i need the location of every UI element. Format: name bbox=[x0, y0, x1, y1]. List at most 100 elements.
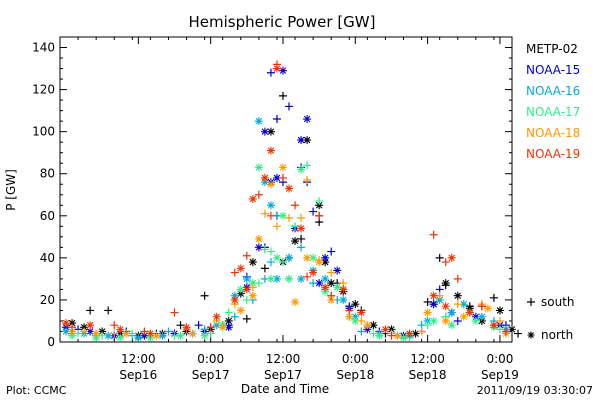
data-point-north bbox=[333, 266, 342, 275]
plot-frame bbox=[59, 36, 513, 343]
data-point-north bbox=[260, 127, 269, 136]
data-point-north bbox=[495, 306, 504, 315]
data-point-south bbox=[514, 329, 523, 338]
legend-entry: NOAA-15 bbox=[526, 63, 580, 77]
x-tick-date-label: Sep16 bbox=[119, 368, 157, 382]
data-point-north bbox=[471, 312, 480, 321]
data-point-north bbox=[236, 264, 245, 273]
data-point-north bbox=[224, 316, 233, 325]
legend-entry: NOAA-19 bbox=[526, 147, 580, 161]
x-tick-time-label: 0:00 bbox=[342, 352, 369, 366]
x-tick-date-label: Sep17 bbox=[192, 368, 230, 382]
data-point-north bbox=[339, 295, 348, 304]
data-point-north bbox=[272, 173, 281, 182]
legend-entry: METP-02 bbox=[526, 42, 578, 56]
data-point-south bbox=[110, 321, 119, 330]
data-point-north bbox=[387, 325, 396, 334]
data-point-south bbox=[170, 308, 179, 317]
data-point-south bbox=[291, 201, 300, 210]
data-point-north bbox=[351, 300, 360, 309]
data-point-south bbox=[74, 329, 83, 338]
legend: METP-02 NOAA-15 NOAA-16 NOAA-17 NOAA-18 NOAA-… bbox=[526, 42, 580, 161]
data-point-north bbox=[62, 319, 71, 328]
data-point-north bbox=[429, 300, 438, 309]
data-point-south bbox=[194, 321, 203, 330]
data-point-south bbox=[495, 316, 504, 325]
y-tick-label: 60 bbox=[40, 209, 55, 223]
data-point-north bbox=[381, 325, 390, 334]
data-point-north bbox=[321, 283, 330, 292]
data-point-south bbox=[278, 173, 287, 182]
data-point-north bbox=[248, 291, 257, 300]
data-point-north bbox=[248, 279, 257, 288]
data-point-north bbox=[242, 285, 251, 294]
data-point-north bbox=[285, 253, 294, 262]
marker-legend-label: south bbox=[541, 295, 575, 309]
footer-timestamp: 2011/09/19 03:30:07 bbox=[477, 384, 593, 397]
y-tick-label: 80 bbox=[40, 167, 55, 181]
data-point-north bbox=[327, 279, 336, 288]
data-point-south bbox=[429, 230, 438, 239]
data-point-north bbox=[285, 184, 294, 193]
data-point-south bbox=[80, 327, 89, 336]
marker-legend-north: north bbox=[527, 328, 573, 342]
data-point-south bbox=[278, 258, 287, 267]
data-point-south bbox=[266, 68, 275, 77]
x-tick-time-label: 0:00 bbox=[197, 352, 224, 366]
series-noaa-18 bbox=[68, 163, 510, 340]
data-point-north bbox=[278, 66, 287, 75]
data-point-north bbox=[224, 323, 233, 332]
data-point-north bbox=[260, 178, 269, 187]
data-point-north bbox=[212, 321, 221, 330]
data-point-north bbox=[297, 224, 306, 233]
data-point-south bbox=[260, 209, 269, 218]
data-point-north bbox=[375, 331, 384, 340]
data-point-north bbox=[152, 331, 161, 340]
data-point-north bbox=[266, 180, 275, 189]
data-point-north bbox=[86, 321, 95, 330]
data-point-south bbox=[140, 327, 149, 336]
data-point-north bbox=[285, 274, 294, 283]
data-point-south bbox=[278, 91, 287, 100]
data-point-south bbox=[242, 295, 251, 304]
data-point-north bbox=[212, 312, 221, 321]
data-point-south bbox=[110, 329, 119, 338]
data-point-north bbox=[477, 316, 486, 325]
data-point-north bbox=[399, 333, 408, 342]
data-point-north bbox=[303, 115, 312, 124]
data-point-south bbox=[345, 306, 354, 315]
data-point-north bbox=[291, 237, 300, 246]
data-point-south bbox=[501, 327, 510, 336]
y-tick-label: 0 bbox=[47, 335, 55, 349]
y-tick-label: 20 bbox=[40, 293, 55, 307]
data-point-north bbox=[303, 136, 312, 145]
y-axis-label: P [GW] bbox=[4, 169, 18, 211]
series-noaa-15 bbox=[62, 66, 510, 340]
data-point-north bbox=[248, 258, 257, 267]
data-point-north bbox=[315, 201, 324, 210]
data-point-north bbox=[68, 327, 77, 336]
data-point-north bbox=[254, 117, 263, 126]
data-point-north bbox=[363, 325, 372, 334]
x-axis-label: Date and Time bbox=[241, 382, 329, 396]
data-point-north bbox=[459, 312, 468, 321]
data-point-south bbox=[435, 253, 444, 262]
x-tick-date-label: Sep18 bbox=[409, 368, 447, 382]
data-point-north bbox=[242, 274, 251, 283]
data-point-north bbox=[441, 279, 450, 288]
data-point-north bbox=[254, 163, 263, 172]
data-point-south bbox=[453, 274, 462, 283]
data-point-north bbox=[98, 327, 107, 336]
data-point-south bbox=[327, 247, 336, 256]
data-point-north bbox=[309, 268, 318, 277]
data-point-north bbox=[176, 331, 185, 340]
data-point-north bbox=[297, 136, 306, 145]
data-point-north bbox=[272, 253, 281, 262]
data-point-north bbox=[297, 274, 306, 283]
data-point-north bbox=[327, 295, 336, 304]
data-point-south bbox=[303, 176, 312, 185]
data-point-north bbox=[489, 321, 498, 330]
data-point-north bbox=[134, 333, 143, 342]
data-point-south bbox=[206, 323, 215, 332]
